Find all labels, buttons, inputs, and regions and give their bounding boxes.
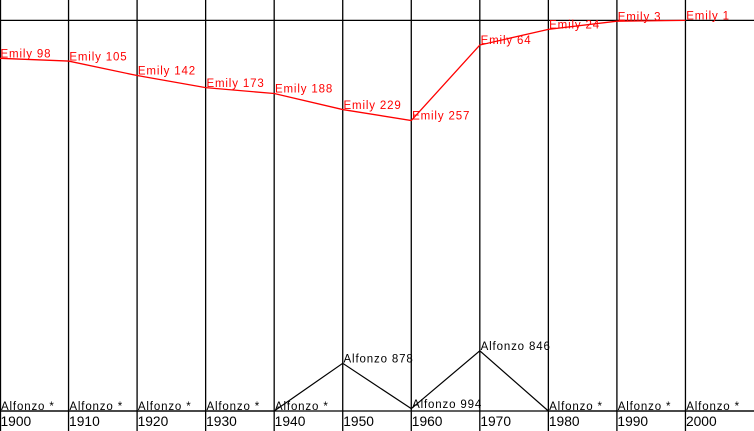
svg-text:Alfonzo *: Alfonzo * bbox=[206, 401, 260, 413]
svg-text:Emily 64: Emily 64 bbox=[481, 35, 532, 47]
svg-text:1970: 1970 bbox=[480, 414, 511, 429]
svg-text:1900: 1900 bbox=[1, 414, 32, 429]
svg-text:Alfonzo 846: Alfonzo 846 bbox=[481, 341, 551, 353]
svg-text:Emily 24: Emily 24 bbox=[549, 20, 600, 32]
svg-text:1910: 1910 bbox=[69, 414, 100, 429]
svg-text:Alfonzo 878: Alfonzo 878 bbox=[344, 354, 414, 366]
svg-text:Emily 3: Emily 3 bbox=[618, 11, 662, 23]
svg-text:Emily 142: Emily 142 bbox=[138, 66, 196, 78]
svg-text:Emily 173: Emily 173 bbox=[206, 78, 264, 90]
svg-text:Alfonzo 994: Alfonzo 994 bbox=[412, 399, 482, 411]
svg-text:Alfonzo *: Alfonzo * bbox=[618, 401, 672, 413]
svg-text:1960: 1960 bbox=[412, 414, 443, 429]
svg-text:Emily 188: Emily 188 bbox=[275, 84, 333, 96]
svg-text:Emily 1: Emily 1 bbox=[686, 11, 730, 23]
svg-text:Alfonzo *: Alfonzo * bbox=[549, 401, 603, 413]
svg-text:Alfonzo *: Alfonzo * bbox=[686, 401, 740, 413]
svg-text:Emily 257: Emily 257 bbox=[412, 111, 470, 123]
svg-text:1940: 1940 bbox=[275, 414, 306, 429]
svg-text:Alfonzo *: Alfonzo * bbox=[69, 401, 123, 413]
svg-text:Alfonzo *: Alfonzo * bbox=[275, 401, 329, 413]
svg-text:Alfonzo *: Alfonzo * bbox=[1, 401, 55, 413]
svg-text:Emily 98: Emily 98 bbox=[1, 49, 52, 61]
svg-text:1930: 1930 bbox=[206, 414, 237, 429]
svg-text:1920: 1920 bbox=[138, 414, 169, 429]
svg-text:Alfonzo *: Alfonzo * bbox=[138, 401, 192, 413]
svg-text:1950: 1950 bbox=[343, 414, 374, 429]
svg-text:1990: 1990 bbox=[617, 414, 648, 429]
svg-text:2000: 2000 bbox=[686, 414, 717, 429]
svg-text:Emily 229: Emily 229 bbox=[344, 100, 402, 112]
svg-text:Emily 105: Emily 105 bbox=[69, 51, 127, 63]
svg-text:1980: 1980 bbox=[549, 414, 580, 429]
